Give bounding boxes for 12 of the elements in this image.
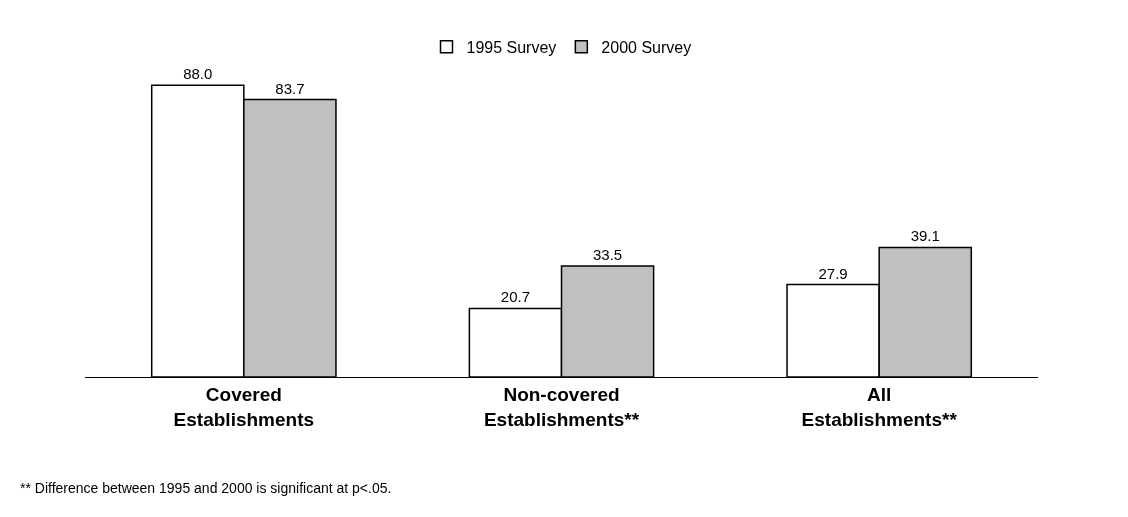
x-tick-label: All Establishments** bbox=[801, 383, 958, 430]
data-label: 20.7 bbox=[500, 288, 531, 306]
x-tick-label: Non-covered Establishments** bbox=[483, 383, 640, 430]
text: ** Difference between 1995 and 2000 is significant at p<.05. bbox=[20, 480, 392, 496]
legend-label: 2000 Survey bbox=[601, 39, 692, 56]
data-label: 83.7 bbox=[275, 79, 305, 97]
x-tick-label: Covered Establishments bbox=[173, 383, 315, 430]
data-label: 33.5 bbox=[592, 245, 623, 263]
data-label: 27.9 bbox=[818, 264, 848, 282]
data-label: 39.1 bbox=[910, 227, 940, 245]
legend-label: 1995 Survey bbox=[466, 39, 557, 56]
data-label: 88.0 bbox=[183, 65, 213, 83]
